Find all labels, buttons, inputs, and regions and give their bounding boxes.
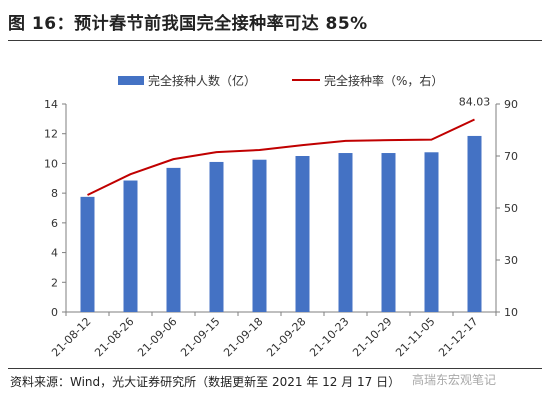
y-right-tick-label: 30 — [504, 254, 518, 267]
y-left-tick-label: 2 — [51, 276, 58, 289]
x-tick-label: 21-08-26 — [92, 315, 137, 360]
y-left-tick-label: 8 — [51, 187, 58, 200]
x-tick-label: 21-09-15 — [178, 315, 223, 360]
footer-separator — [8, 368, 542, 369]
title-bar: 图 16：预计春节前我国完全接种率可达 85% — [8, 6, 542, 41]
legend-line-label: 完全接种率（%，右） — [324, 73, 443, 88]
y-right-tick-label: 50 — [504, 202, 518, 215]
bar — [295, 156, 310, 312]
legend-bar-swatch — [118, 76, 144, 85]
y-left-tick-label: 4 — [51, 247, 58, 260]
x-tick-label: 21-08-12 — [49, 315, 94, 360]
x-tick-label: 21-09-06 — [135, 315, 180, 360]
x-tick-label: 21-10-29 — [350, 315, 395, 360]
y-left-tick-label: 0 — [51, 306, 58, 319]
legend-bar-label: 完全接种人数（亿） — [148, 73, 256, 88]
source-note: 资料来源：Wind，光大证券研究所（数据更新至 2021 年 12 月 17 日… — [10, 375, 401, 389]
y-right-tick-label: 10 — [504, 306, 518, 319]
x-tick-label: 21-10-23 — [307, 315, 352, 360]
bar — [338, 153, 353, 312]
watermark-text: 高瑞东宏观笔记 — [412, 373, 497, 387]
bar — [252, 159, 267, 312]
bar — [467, 135, 482, 312]
bar — [381, 153, 396, 312]
x-tick-label: 21-09-28 — [264, 315, 309, 360]
y-left-tick-label: 6 — [51, 217, 58, 230]
y-left-tick-label: 12 — [44, 128, 58, 141]
y-right-tick-label: 90 — [504, 98, 518, 111]
rate-line — [87, 118, 475, 196]
bar — [209, 161, 224, 312]
x-tick-label: 21-11-05 — [393, 315, 438, 360]
bar — [424, 152, 439, 312]
bar — [166, 167, 181, 312]
y-left-tick-label: 14 — [44, 98, 58, 111]
bar — [123, 180, 138, 312]
x-tick-label: 21-09-18 — [221, 315, 266, 360]
bar — [80, 196, 95, 312]
y-left-tick-label: 10 — [44, 157, 58, 170]
y-right-tick-label: 70 — [504, 150, 518, 163]
rate-data-label: 84.03 — [459, 96, 491, 109]
x-tick-label: 21-12-17 — [436, 315, 481, 360]
figure-title: 图 16：预计春节前我国完全接种率可达 85% — [8, 14, 368, 34]
